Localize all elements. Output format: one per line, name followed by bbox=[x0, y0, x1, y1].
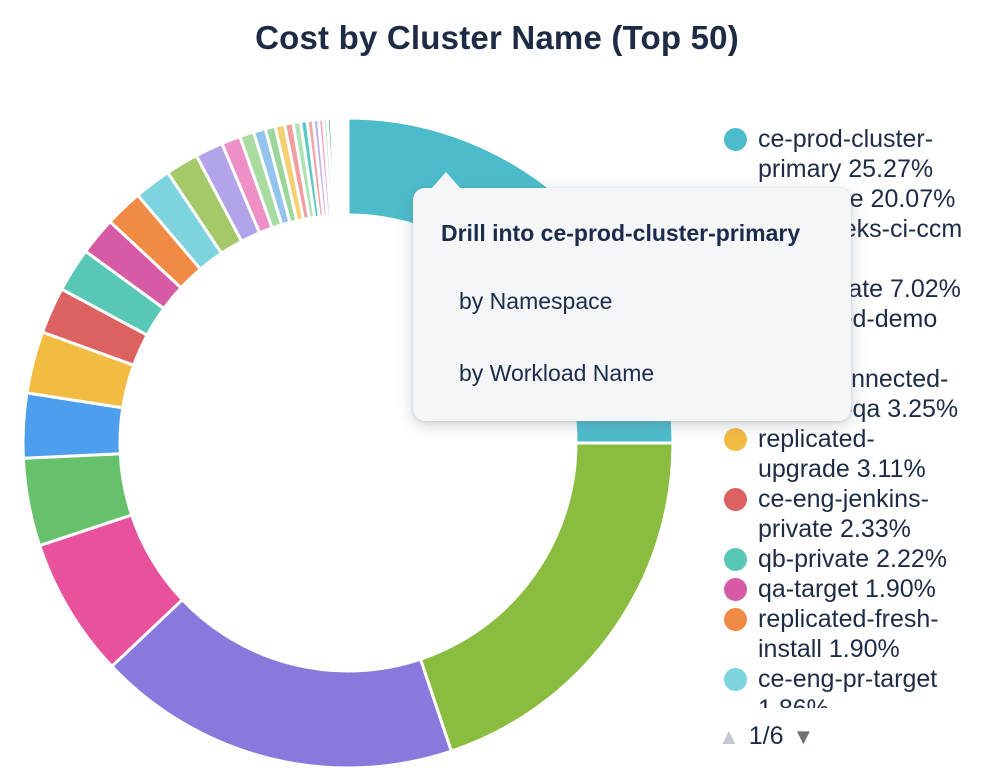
legend-bullet-icon bbox=[724, 428, 747, 451]
legend-item-label: ce-prod-cluster-primary 25.27% bbox=[758, 124, 933, 184]
legend-bullet-icon bbox=[724, 488, 747, 511]
legend-item[interactable]: replicated-upgrade 3.11% bbox=[712, 424, 994, 484]
legend-line: private 2.33% bbox=[758, 515, 911, 543]
legend-item[interactable]: qa-target 1.90% bbox=[712, 574, 994, 604]
legend-item-label: ce-eng-jenkins-private 2.33% bbox=[758, 484, 929, 544]
donut-slice-ce-eng-eks-ci-ccm[interactable] bbox=[110, 598, 453, 770]
legend-line: replicated-fresh- bbox=[758, 605, 939, 633]
legend-line: qa-target 1.90% bbox=[758, 575, 936, 603]
legend-item-label: qb-private 2.22% bbox=[758, 544, 947, 574]
legend-item[interactable]: ce-prod-cluster-primary 25.27% bbox=[712, 124, 994, 184]
drilldown-tooltip: Drill into ce-prod-cluster-primary by Na… bbox=[413, 172, 851, 421]
drill-by-namespace-option[interactable]: by Namespace bbox=[459, 288, 613, 314]
legend-line: primary 25.27% bbox=[758, 155, 934, 183]
legend-item-label: replicated-upgrade 3.11% bbox=[758, 424, 926, 484]
legend-bullet-icon bbox=[724, 608, 747, 631]
legend-line: replicated- bbox=[758, 425, 875, 453]
legend-line: qb-private 2.22% bbox=[758, 545, 948, 573]
donut-slice-pr-private[interactable] bbox=[418, 441, 675, 753]
legend-item-label: qa-target 1.90% bbox=[758, 574, 936, 604]
legend-line: upgrade 3.11% bbox=[758, 455, 926, 483]
legend: ce-prod-cluster-primary 25.27% pr-private… bbox=[712, 124, 994, 708]
legend-line: install 1.90% bbox=[758, 635, 900, 663]
legend-line: ce-prod-cluster- bbox=[758, 125, 934, 153]
legend-bullet-icon bbox=[724, 578, 747, 601]
legend-item[interactable]: qb-private 2.22% bbox=[712, 544, 994, 574]
page-title: Cost by Cluster Name (Top 50) bbox=[255, 19, 739, 56]
legend-item[interactable]: ce-eng-jenkins-private 2.33% bbox=[712, 484, 994, 544]
legend-page-down-icon[interactable]: ▼ bbox=[792, 723, 815, 749]
legend-bullet-icon bbox=[724, 668, 747, 691]
legend-line: ce-eng-pr-target bbox=[758, 665, 938, 693]
tooltip-title: Drill into ce-prod-cluster-primary bbox=[441, 220, 801, 246]
legend-pagination: ▲ 1/6 ▼ bbox=[718, 722, 814, 751]
legend-line: ce-eng-jenkins- bbox=[758, 485, 929, 513]
legend-item-label: replicated-fresh-install 1.90% bbox=[758, 604, 939, 664]
donut-slice[interactable] bbox=[335, 116, 350, 217]
legend-page-up-icon[interactable]: ▲ bbox=[718, 723, 740, 749]
tooltip-arrow-icon bbox=[431, 172, 461, 189]
legend-bullet-icon bbox=[724, 128, 747, 151]
legend-item[interactable]: replicated-fresh-install 1.90% bbox=[712, 604, 994, 664]
drill-by-workload-option[interactable]: by Workload Name bbox=[459, 360, 655, 386]
legend-line: 1.86% bbox=[758, 694, 937, 708]
legend-bullet-icon bbox=[724, 548, 747, 571]
legend-page-label: 1/6 bbox=[748, 722, 784, 750]
